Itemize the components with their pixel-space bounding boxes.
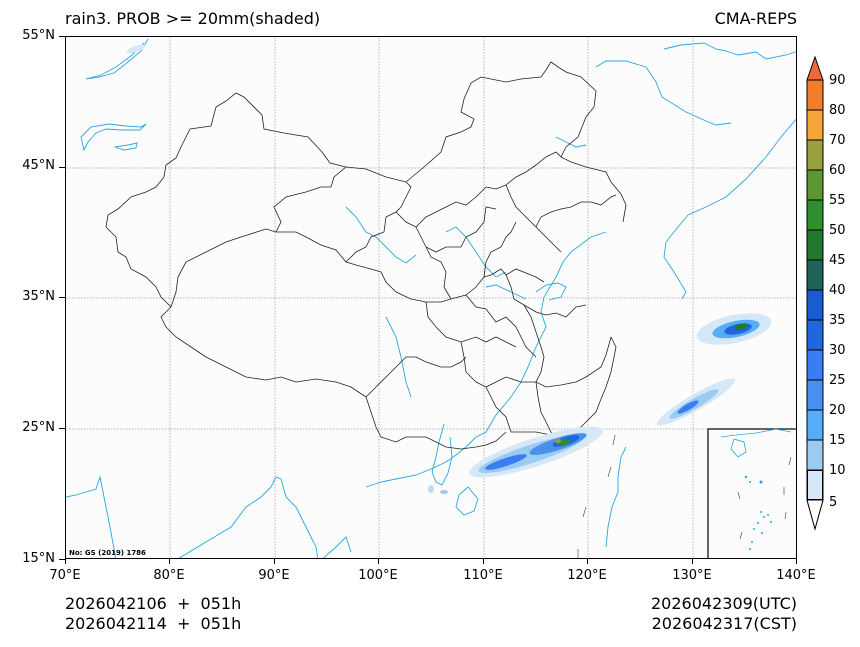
lon-label-100: 100°E <box>358 568 398 583</box>
lon-label-80: 80°E <box>153 568 185 583</box>
lon-tick <box>483 559 484 564</box>
probability-shading <box>126 44 772 494</box>
map-canvas <box>66 37 796 558</box>
init-utc: 2026042106 + 051h <box>65 594 242 613</box>
colorbar-label: 10 <box>829 463 846 478</box>
colorbar-label: 20 <box>829 403 846 418</box>
valid-time-block: 2026042309(UTC) 2026042317(CST) <box>651 594 797 634</box>
map-approval-number: No: GS (2019) 1786 <box>69 549 146 557</box>
lat-label-55: 55°N <box>22 28 55 43</box>
colorbar-label: 90 <box>829 73 846 88</box>
lon-tick <box>796 559 797 564</box>
island-markers <box>577 434 616 558</box>
borders <box>105 61 627 450</box>
lon-tick <box>378 559 379 564</box>
colorbar-label: 5 <box>829 495 838 510</box>
lon-tick <box>65 559 66 564</box>
lon-tick <box>274 559 275 564</box>
colorbar-label: 30 <box>829 343 846 358</box>
colorbar-label: 35 <box>829 313 846 328</box>
valid-utc: 2026042309(UTC) <box>651 594 797 613</box>
colorbar-label: 55 <box>829 193 846 208</box>
colorbar <box>806 55 824 530</box>
colorbar-label: 50 <box>829 223 846 238</box>
lon-tick <box>169 559 170 564</box>
lon-label-110: 110°E <box>463 568 503 583</box>
lon-label-130: 130°E <box>672 568 712 583</box>
colorbar-label: 25 <box>829 373 846 388</box>
lat-tick <box>59 559 65 560</box>
coastlines <box>66 38 796 558</box>
colorbar-label: 80 <box>829 103 846 118</box>
map-title: rain3. PROB >= 20mm(shaded) <box>65 9 321 28</box>
lat-tick <box>59 297 65 298</box>
lon-tick <box>587 559 588 564</box>
init-cst: 2026042114 + 051h <box>65 614 242 633</box>
lon-label-140: 140°E <box>776 568 816 583</box>
lon-label-90: 90°E <box>258 568 290 583</box>
lat-tick <box>59 428 65 429</box>
colorbar-label: 60 <box>829 163 846 178</box>
model-source: CMA-REPS <box>714 9 797 28</box>
lon-label-120: 120°E <box>567 568 607 583</box>
colorbar-label: 45 <box>829 253 846 268</box>
lon-label-70: 70°E <box>49 568 81 583</box>
map-panel: No: GS (2019) 1786 <box>65 36 797 559</box>
lat-label-35: 35°N <box>22 289 55 304</box>
colorbar-under-arrow <box>806 499 824 531</box>
colorbar-label: 15 <box>829 433 846 448</box>
lat-label-25: 25°N <box>22 420 55 435</box>
init-time-block: 2026042106 + 051h 2026042114 + 051h <box>65 594 241 634</box>
lat-tick <box>59 167 65 168</box>
valid-cst: 2026042317(CST) <box>651 614 797 633</box>
gridlines <box>66 37 796 558</box>
south-china-sea-inset <box>707 428 796 558</box>
colorbar-label: 70 <box>829 133 846 148</box>
colorbar-bin-5-10 <box>807 470 823 500</box>
colorbar-label: 40 <box>829 283 846 298</box>
lon-tick <box>692 559 693 564</box>
lat-label-45: 45°N <box>22 158 55 173</box>
lat-tick <box>59 36 65 37</box>
lat-label-15: 15°N <box>22 551 55 566</box>
